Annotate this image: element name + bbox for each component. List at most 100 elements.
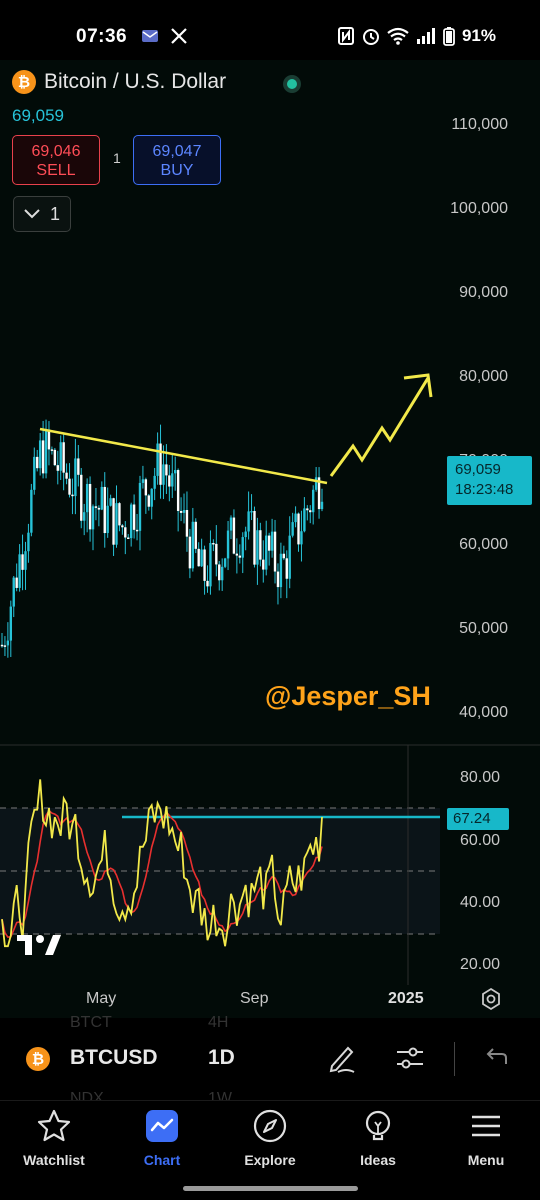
- scroll-ghost-text: 4H: [208, 1014, 229, 1031]
- candle-body: [97, 507, 101, 510]
- candle-body: [256, 530, 259, 565]
- nav-watchlist[interactable]: Watchlist: [4, 1106, 104, 1168]
- candle-body: [309, 510, 312, 513]
- interval-selector[interactable]: 1D: [208, 1046, 235, 1069]
- time-axis-label: Sep: [240, 990, 269, 1007]
- candle-body: [0, 644, 4, 647]
- notification-icons: [140, 26, 188, 46]
- candle-body: [303, 508, 306, 532]
- scroll-ghost-text: BTCT: [70, 1014, 112, 1031]
- candle-body: [311, 489, 315, 513]
- candle-body: [165, 464, 168, 476]
- candle-body: [250, 510, 253, 513]
- candle-body: [94, 506, 98, 508]
- drawing-tools-icon[interactable]: [324, 1040, 360, 1076]
- candle-body: [27, 532, 30, 552]
- candle-body: [135, 529, 139, 532]
- candle-body: [191, 521, 195, 569]
- candle-body: [115, 503, 118, 545]
- candle-body: [88, 483, 92, 530]
- home-indicator[interactable]: [183, 1186, 358, 1191]
- candle-body: [3, 645, 7, 647]
- nav-chart[interactable]: Chart: [112, 1106, 212, 1168]
- chevron-down-icon: [24, 209, 40, 219]
- symbol-selector[interactable]: BTCUSD: [70, 1046, 158, 1069]
- candle-series: [0, 419, 324, 658]
- time-axis-label: May: [86, 990, 117, 1007]
- market-open-indicator-icon[interactable]: [283, 75, 301, 93]
- candle-body: [129, 504, 133, 539]
- price-axis-label: 50,000: [459, 620, 508, 637]
- undo-icon[interactable]: [478, 1040, 514, 1076]
- candle-body: [18, 554, 21, 588]
- candle-body: [59, 442, 62, 471]
- mail-app-icon: [142, 30, 158, 42]
- price-axis-label: 110,000: [451, 116, 508, 133]
- candle-body: [83, 512, 86, 521]
- candle-body: [244, 531, 247, 538]
- candle-body: [41, 440, 45, 474]
- indicators-settings-icon[interactable]: [392, 1040, 428, 1076]
- nav-explore[interactable]: Explore: [220, 1106, 320, 1168]
- candle-body: [176, 470, 180, 511]
- price-axis-label: 40,000: [459, 704, 508, 721]
- tradingview-logo-icon: [17, 935, 61, 955]
- bottom-navigation: [0, 1100, 540, 1200]
- candle-body: [273, 531, 277, 572]
- buy-button[interactable]: 69,047 BUY: [133, 135, 221, 185]
- candle-body: [262, 559, 265, 570]
- nav-ideas[interactable]: Ideas: [328, 1106, 428, 1168]
- candle-body: [47, 429, 51, 450]
- rsi-level-tag[interactable]: 67.24: [447, 808, 509, 830]
- candle-body: [235, 553, 239, 556]
- price-axis-label: 60,000: [459, 536, 508, 553]
- candle-body: [132, 504, 136, 530]
- candle-body: [229, 517, 233, 531]
- candle-body: [306, 508, 309, 511]
- chart-settings-icon[interactable]: [478, 986, 504, 1012]
- candle-body: [259, 530, 262, 560]
- candle-body: [279, 553, 283, 588]
- rsi-line: [1, 779, 323, 948]
- candle-body: [159, 443, 162, 485]
- symbol-header[interactable]: ₿ Bitcoin / U.S. Dollar: [12, 70, 226, 94]
- bitcoin-logo-icon: ₿: [12, 70, 36, 94]
- candle-body: [232, 517, 236, 554]
- candle-body: [141, 479, 145, 483]
- candle-body: [50, 449, 54, 451]
- candle-body: [9, 606, 13, 641]
- candle-body: [15, 577, 18, 588]
- candle-body: [247, 511, 250, 532]
- candle-body: [200, 549, 203, 567]
- candle-body: [124, 527, 127, 538]
- wifi-icon: [387, 27, 409, 45]
- signal-icon: [416, 28, 435, 44]
- battery-icon: [443, 27, 455, 46]
- trendline[interactable]: [39, 427, 328, 485]
- candle-body: [121, 525, 124, 528]
- toolbar-bitcoin-icon[interactable]: ₿: [26, 1047, 50, 1071]
- candle-body: [44, 429, 48, 474]
- price-chart[interactable]: [0, 60, 540, 1018]
- candle-body: [112, 498, 115, 545]
- candle-body: [294, 513, 297, 523]
- candle-body: [127, 537, 130, 540]
- candle-body: [209, 542, 212, 587]
- rsi-axis-label: 20.00: [459, 956, 500, 973]
- candle-body: [138, 482, 142, 531]
- candle-body: [30, 489, 33, 533]
- chart-area[interactable]: [0, 60, 540, 1018]
- indicators-collapse-button[interactable]: 1: [13, 196, 71, 232]
- candle-body: [182, 509, 186, 513]
- candle-body: [285, 558, 288, 579]
- symbol-title[interactable]: Bitcoin / U.S. Dollar: [44, 70, 227, 93]
- nav-menu[interactable]: Menu: [436, 1106, 536, 1168]
- hamburger-icon: [472, 1115, 500, 1137]
- candle-body: [300, 531, 303, 545]
- current-price-tag[interactable]: 69,059 18:23:48: [447, 456, 532, 505]
- projection-arrow[interactable]: [329, 377, 430, 477]
- candle-body: [241, 537, 244, 558]
- sell-button[interactable]: 69,046 SELL: [12, 135, 100, 185]
- candle-body: [265, 535, 268, 570]
- system-icons: 91%: [337, 26, 496, 46]
